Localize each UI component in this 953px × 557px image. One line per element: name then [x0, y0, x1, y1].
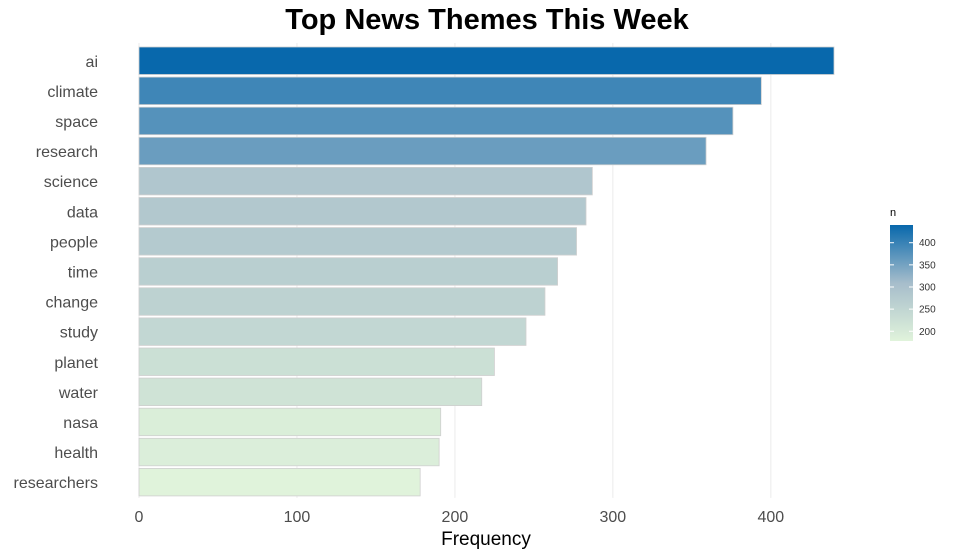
bar-water	[138, 377, 483, 407]
legend-ticks: 200 250 300 350 400	[890, 238, 936, 338]
category-label: time	[68, 264, 98, 281]
bar-change	[138, 287, 546, 316]
category-label: research	[36, 144, 98, 161]
x-tick-labels: 0 100 200 300 400	[135, 509, 785, 526]
category-label: ai	[86, 54, 98, 71]
category-label: space	[55, 114, 98, 131]
bar-science	[138, 166, 593, 196]
legend-title: n	[890, 207, 896, 219]
bar-research	[138, 136, 707, 166]
category-label: health	[54, 445, 98, 462]
category-label: water	[58, 385, 99, 402]
bar-ai	[138, 46, 835, 75]
x-tick-label: 300	[600, 509, 627, 526]
x-tick-label: 0	[135, 509, 144, 526]
x-tick-label: 100	[284, 509, 311, 526]
color-legend: n 200 250 300 350 400	[890, 207, 936, 341]
x-tick-label: 200	[442, 509, 469, 526]
category-label: science	[44, 174, 98, 191]
bar-data	[138, 197, 587, 226]
chart-title: Top News Themes This Week	[285, 4, 689, 36]
legend-tick-label: 200	[919, 327, 936, 338]
bar-space	[138, 106, 734, 136]
category-label: people	[50, 234, 98, 251]
bars	[138, 46, 835, 497]
category-label: researchers	[14, 475, 98, 492]
bar-climate	[138, 76, 762, 105]
legend-tick-label: 400	[919, 238, 936, 249]
category-label: planet	[54, 355, 98, 372]
category-labels: ai climate space research science data people t…	[14, 54, 99, 492]
legend-tick-label: 350	[919, 260, 936, 271]
bar-people	[138, 227, 577, 256]
legend-tick-label: 300	[919, 282, 936, 293]
bar-health	[138, 437, 440, 467]
legend-colorbar	[890, 225, 913, 341]
x-axis-title: Frequency	[441, 529, 531, 550]
category-label: climate	[47, 84, 98, 101]
legend-tick-label: 250	[919, 305, 936, 316]
bar-planet	[138, 347, 495, 376]
bar-nasa	[138, 407, 442, 437]
category-label: change	[46, 295, 99, 312]
bar-researchers	[138, 467, 421, 497]
category-label: nasa	[63, 415, 98, 432]
x-tick-label: 400	[757, 509, 784, 526]
bar-study	[138, 317, 527, 346]
category-label: data	[67, 204, 98, 221]
bar-time	[138, 257, 558, 286]
category-label: study	[60, 325, 98, 342]
